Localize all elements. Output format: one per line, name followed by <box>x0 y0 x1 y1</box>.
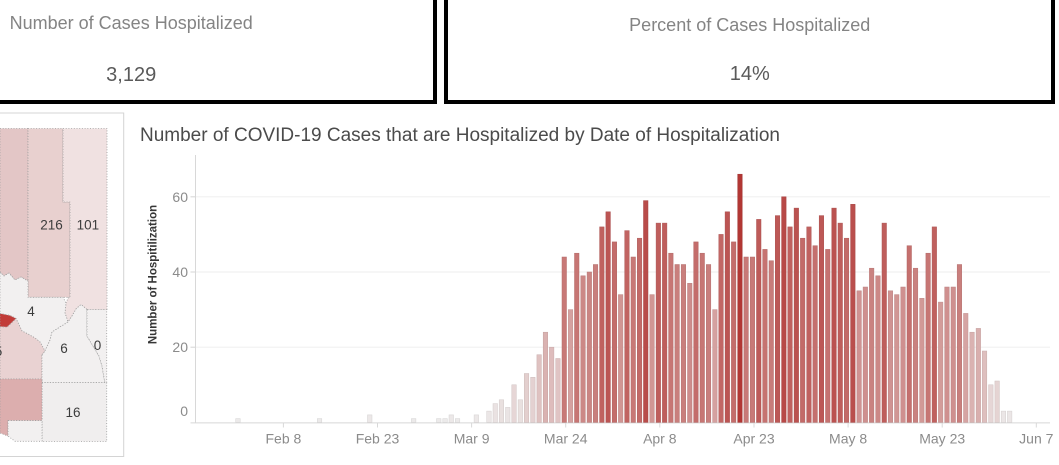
svg-text:4: 4 <box>27 304 35 319</box>
svg-text:216: 216 <box>40 218 63 233</box>
svg-text:60: 60 <box>172 189 188 205</box>
svg-text:Jun 7: Jun 7 <box>1019 430 1053 446</box>
svg-text:May 23: May 23 <box>919 430 965 446</box>
svg-text:Mar 24: Mar 24 <box>544 430 588 446</box>
svg-text:5: 5 <box>0 344 2 359</box>
svg-text:Apr 8: Apr 8 <box>643 430 677 446</box>
svg-text:20: 20 <box>172 339 188 355</box>
svg-text:Feb 23: Feb 23 <box>356 430 400 446</box>
svg-text:Number of Hospitilization: Number of Hospitilization <box>148 205 160 344</box>
svg-text:101: 101 <box>77 218 100 233</box>
svg-text:Mar 9: Mar 9 <box>454 430 490 446</box>
svg-text:May 8: May 8 <box>829 430 867 446</box>
svg-text:6: 6 <box>60 341 68 356</box>
svg-text:Apr 23: Apr 23 <box>733 430 774 446</box>
svg-text:40: 40 <box>172 264 188 280</box>
svg-text:0: 0 <box>180 403 188 419</box>
svg-text:0: 0 <box>94 338 102 353</box>
svg-text:16: 16 <box>65 405 80 420</box>
svg-text:Feb 8: Feb 8 <box>265 430 301 446</box>
